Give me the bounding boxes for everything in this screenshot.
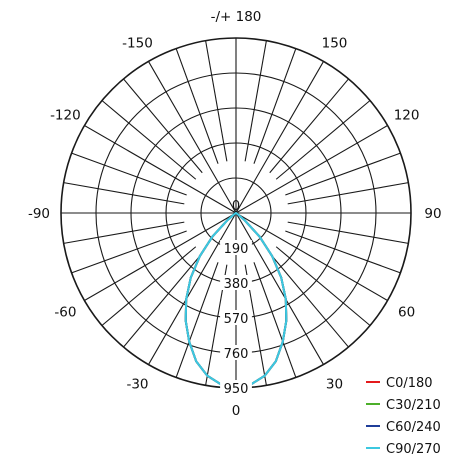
legend-label: C90/270	[386, 442, 441, 457]
legend-label: C60/240	[386, 420, 441, 435]
angle-label: 90	[424, 206, 441, 222]
angle-label: -120	[50, 108, 81, 124]
grid-spoke-minor	[63, 221, 185, 244]
angle-label: -/+ 180	[211, 9, 262, 25]
grid-spoke-minor	[205, 40, 228, 162]
grid-spoke-minor	[269, 78, 349, 174]
grid-spoke-minor	[269, 252, 349, 348]
radial-tick-label: 0	[232, 199, 240, 214]
grid-spoke-minor	[175, 262, 219, 378]
grid-spoke-major	[84, 212, 237, 301]
legend-label: C0/180	[386, 376, 433, 391]
radial-tick-label: 190	[224, 242, 249, 257]
grid-spoke-major	[148, 212, 237, 365]
angle-label: 150	[322, 35, 348, 51]
grid-spoke-minor	[71, 230, 187, 274]
angle-label: -90	[28, 206, 50, 222]
grid-spoke-minor	[287, 221, 409, 244]
grid-spoke-minor	[175, 48, 219, 164]
grid-spoke-major	[235, 212, 324, 365]
radial-tick-label: 950	[224, 382, 249, 397]
angle-label: 60	[398, 305, 415, 321]
grid-spoke-minor	[287, 182, 409, 205]
radial-tick-labels: 0 190 380 570 760 950	[220, 199, 252, 397]
radial-tick-label-bg	[220, 380, 252, 395]
grid-spoke-minor	[253, 262, 297, 378]
angle-labels: -/+ 180 -150 150 -120 120 -90 90 -60 60 -30 30 0	[28, 9, 442, 419]
grid-spoke-major	[235, 61, 324, 214]
grid-spoke-minor	[275, 100, 371, 180]
grid-spoke-minor	[244, 40, 267, 162]
grid-spoke-major	[84, 125, 237, 214]
legend-label: C30/210	[386, 398, 441, 413]
angle-label: -60	[54, 305, 76, 321]
grid-spoke-minor	[275, 246, 371, 326]
grid-spoke-minor	[71, 152, 187, 196]
radial-tick-label-bg	[220, 275, 252, 290]
angle-label: -150	[122, 35, 153, 51]
grid-spoke-major	[235, 212, 388, 301]
radial-tick-label-bg	[220, 240, 252, 255]
legend: C0/180 C30/210 C60/240 C90/270	[366, 376, 441, 457]
grid-spoke-minor	[123, 78, 203, 174]
radial-tick-label: 570	[224, 312, 249, 327]
radial-tick-label: 760	[224, 347, 249, 362]
grid-spoke-major	[148, 61, 237, 214]
grid-spoke-minor	[285, 152, 401, 196]
grid-spoke-minor	[63, 182, 185, 205]
angle-label: 30	[326, 377, 343, 393]
radial-tick-label-bg	[220, 310, 252, 325]
grid-spoke-minor	[101, 100, 197, 180]
angle-label: -30	[126, 377, 148, 393]
grid-spoke-major	[235, 125, 388, 214]
radial-tick-label: 380	[224, 277, 249, 292]
grid-spoke-minor	[101, 246, 197, 326]
angle-label: 0	[232, 403, 241, 419]
angle-label: 120	[394, 108, 420, 124]
grid-spoke-minor	[253, 48, 297, 164]
grid-spoke-minor	[123, 252, 203, 348]
radial-tick-label-bg	[220, 345, 252, 360]
grid-spoke-minor	[285, 230, 401, 274]
